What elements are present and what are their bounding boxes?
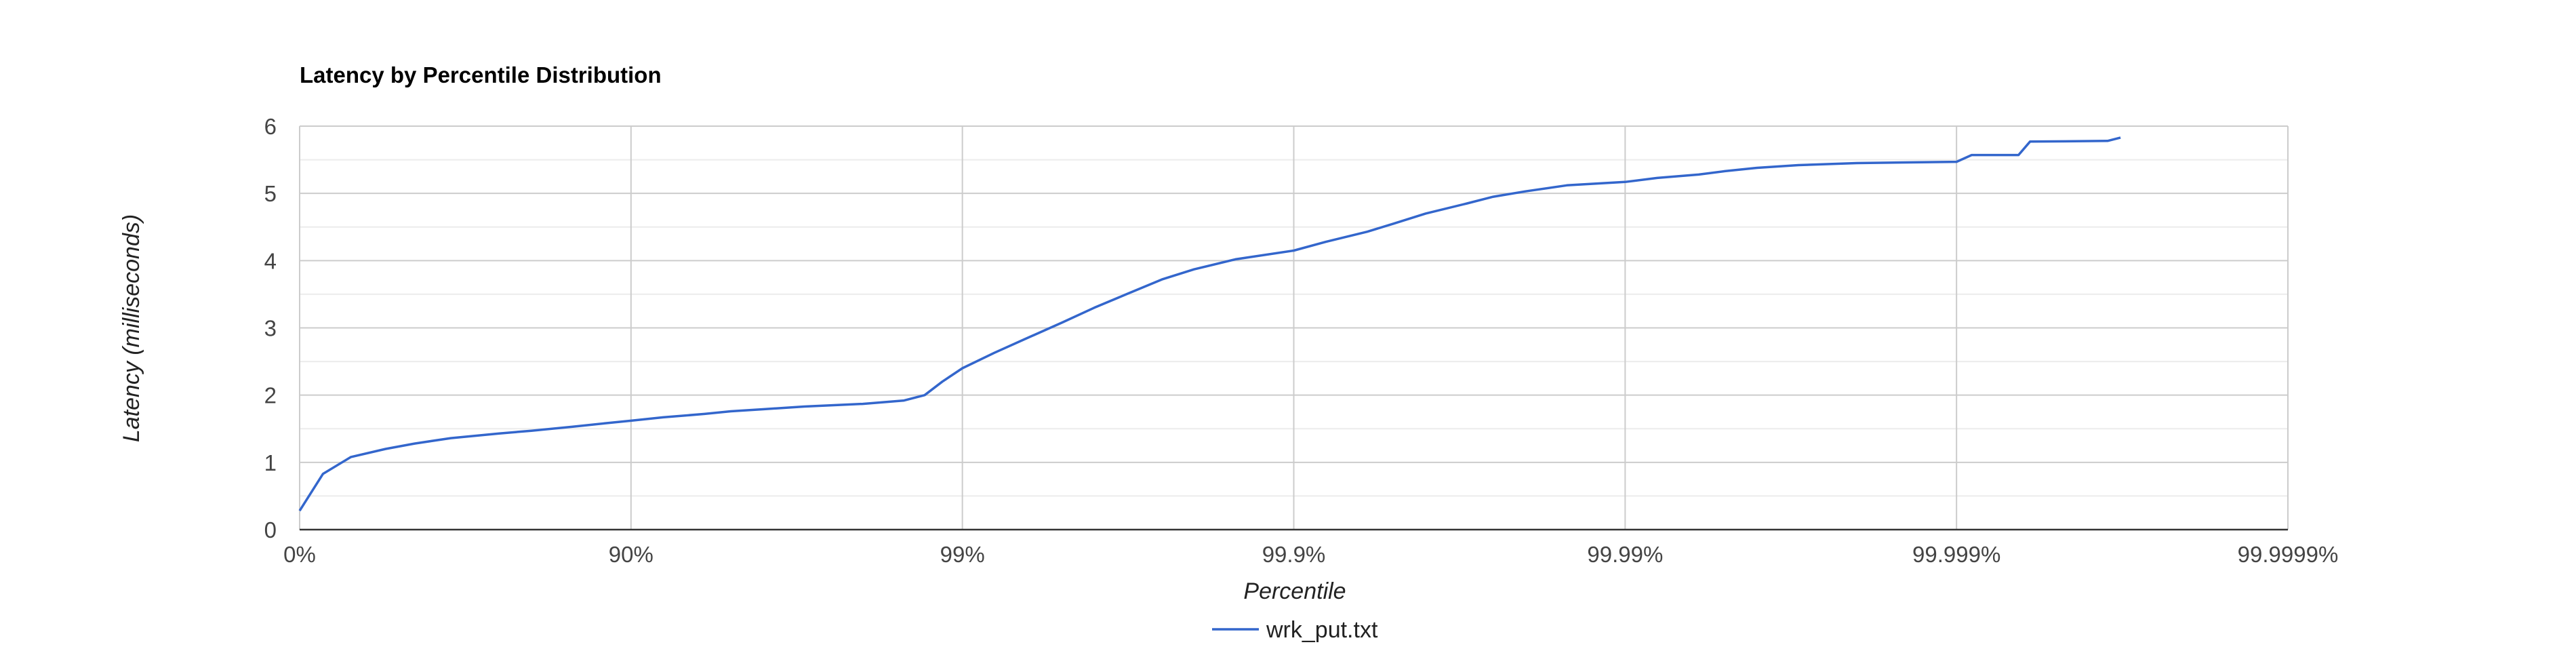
y-tick-label: 0 [264, 517, 277, 542]
y-tick-label: 3 [264, 316, 277, 341]
chart-title: Latency by Percentile Distribution [300, 62, 662, 87]
chart-series [298, 136, 2121, 512]
x-tick-label: 99.9% [1262, 542, 1326, 567]
y-axis-ticks: 0 1 2 3 4 5 6 [264, 114, 277, 542]
series-line[interactable] [298, 136, 2121, 512]
x-axis-title: Percentile [1243, 578, 1346, 604]
y-tick-label: 4 [264, 248, 277, 273]
y-tick-label: 1 [264, 450, 277, 475]
chart-legend[interactable]: wrk_put.txt [1212, 617, 1378, 643]
x-tick-label: 99.999% [1912, 542, 2000, 567]
x-tick-label: 99.9999% [2238, 542, 2339, 567]
chart-gridlines [299, 125, 2289, 530]
y-tick-label: 2 [264, 383, 277, 408]
x-tick-label: 90% [609, 542, 653, 567]
y-tick-label: 6 [264, 114, 277, 139]
x-tick-label: 99.99% [1587, 542, 1663, 567]
x-tick-label: 99% [940, 542, 985, 567]
legend-label: wrk_put.txt [1266, 617, 1378, 643]
x-tick-label: 0% [283, 542, 316, 567]
x-axis-ticks: 0% 90% 99% 99.9% 99.99% 99.999% 99.9999% [283, 542, 2338, 567]
y-tick-label: 5 [264, 181, 277, 206]
y-axis-title: Latency (milliseconds) [119, 214, 144, 442]
